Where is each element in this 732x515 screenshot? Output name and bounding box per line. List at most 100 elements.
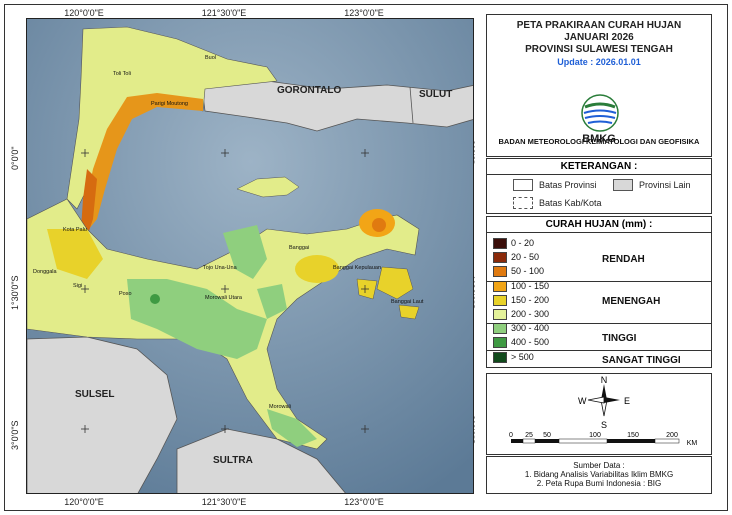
scale-tick-50: 50 (543, 432, 551, 439)
source-line-1: 1. Bidang Analisis Variabilitas Iklim BM… (524, 470, 674, 479)
bmkg-logo-icon (581, 94, 619, 132)
rain-swatch (493, 252, 507, 264)
morowali-utara-green (257, 284, 287, 319)
divider-3 (487, 350, 711, 351)
rain-range-label: 200 - 300 (511, 309, 550, 319)
source-panel: Sumber Data : 1. Bidang Analisis Variabi… (486, 456, 712, 494)
title-panel: PETA PRAKIRAAN CURAH HUJAN JANUARI 2026 … (486, 14, 712, 157)
coord-left-3: 3°0'0"S (10, 420, 20, 450)
rain-range-label: 300 - 400 (511, 323, 550, 334)
rainfall-map[interactable]: GORONTALO SULUT SULSEL SULTRA Buol Toli … (26, 18, 474, 494)
update-date: Update : 2026.01.01 (557, 57, 641, 67)
rain-swatch (493, 238, 507, 249)
label-buol: Buol (205, 55, 217, 61)
label-banggai-laut: Banggai Laut (391, 299, 424, 305)
rain-swatch (493, 280, 507, 292)
scale-tick-25: 25 (525, 432, 533, 439)
morowali-green (267, 409, 317, 447)
coord-top-2: 121°30'0"E (201, 8, 247, 18)
coord-top-3: 123°0'0"E (344, 8, 384, 18)
togean-islands (236, 176, 300, 198)
category-sangat-tinggi: SANGAT TINGGI (602, 355, 681, 366)
label-sigi: Sigi (73, 283, 83, 289)
scale-tick-0: 0 (509, 432, 513, 439)
compass-s: S (601, 420, 607, 430)
rain-swatch (493, 294, 507, 306)
rain-range-label: 0 - 20 (511, 238, 535, 248)
label-sultra: SULTRA (213, 455, 253, 466)
label-parigi: Parigi Moutong (151, 101, 188, 107)
label-tojo: Tojo Una-Una (203, 265, 237, 271)
rain-range-label: 100 - 150 (511, 280, 550, 291)
label-banggai: Banggai (289, 245, 310, 251)
scale-bar (511, 438, 680, 444)
curah-hujan-panel: CURAH HUJAN (mm) : 0 - 20 20 - 50 50 - 100… (486, 216, 712, 368)
coord-bottom-2: 121°30'0"E (201, 497, 247, 507)
gorontalo-region (201, 80, 473, 132)
rain-range-label: 150 - 200 (511, 294, 550, 305)
coord-left-2: 1°30'0"S (10, 275, 20, 310)
divider-2 (487, 323, 711, 324)
rain-range-label: > 500 (511, 351, 534, 362)
banggai-yellow (295, 255, 339, 283)
label-gorontalo: GORONTALO (277, 85, 342, 96)
label-palu: Kota Palu (63, 227, 87, 233)
sulsel-region (27, 336, 178, 493)
label-tolitoli: Toli Toli (113, 71, 131, 77)
provinsi-lain-swatch (613, 179, 633, 191)
rain-swatch (493, 337, 507, 349)
batas-kab-label: Batas Kab/Kota (539, 198, 602, 208)
tojo-green (223, 225, 267, 279)
category-menengah: MENENGAH (602, 296, 661, 307)
title-line-2: JANUARI 2026 (564, 32, 634, 43)
source-line-2: 2. Peta Rupa Bumi Indonesia : BIG (536, 479, 662, 488)
rain-range-label: 20 - 50 (511, 252, 540, 263)
rain-swatch (493, 266, 507, 278)
keterangan-panel: KETERANGAN : Batas Provinsi Provinsi Lai… (486, 158, 712, 214)
label-donggala: Donggala (33, 269, 57, 275)
coord-bottom-1: 120°0'0"E (64, 497, 104, 507)
coord-top-1: 120°0'0"E (64, 8, 104, 18)
rain-range-label: 400 - 500 (511, 337, 550, 348)
rain-swatch (493, 351, 507, 363)
batas-kab-swatch (513, 197, 533, 209)
batas-provinsi-label: Batas Provinsi (539, 180, 597, 190)
banggai-core (372, 218, 386, 232)
rain-swatch (493, 309, 507, 320)
label-sulsel: SULSEL (75, 389, 115, 400)
category-tinggi: TINGGI (602, 333, 637, 344)
banggai-island-1 (376, 266, 414, 300)
label-morowali-utara: Morowali Utara (205, 295, 242, 301)
donggala-yellow (47, 229, 103, 279)
label-poso: Poso (119, 291, 132, 297)
scale-tick-150: 150 (627, 432, 639, 439)
compass-panel: N S E W 0 25 50 100 150 200 KM (486, 373, 712, 455)
sulut-border (409, 86, 414, 124)
map-svg (27, 19, 473, 493)
batas-provinsi-swatch (513, 179, 533, 191)
compass-e: E (624, 396, 630, 406)
scale-tick-100: 100 (589, 432, 601, 439)
source-heading: Sumber Data : (573, 461, 625, 470)
poso-green (127, 279, 267, 359)
keterangan-header: KETERANGAN : (487, 159, 711, 175)
compass-scale-svg: N S E W 0 25 50 100 150 200 KM (509, 375, 698, 447)
map-frame (4, 4, 728, 511)
compass-n: N (601, 375, 608, 385)
provinsi-lain-label: Provinsi Lain (639, 180, 691, 190)
coord-bottom-3: 123°0'0"E (344, 497, 384, 507)
title-line-1: PETA PRAKIRAAN CURAH HUJAN (516, 20, 682, 31)
compass-rose-icon (587, 384, 620, 417)
scale-tick-200: 200 (666, 432, 678, 439)
dark-green-spot (150, 294, 160, 304)
label-banggai-kepulauan: Banggai Kepulauan (333, 265, 382, 271)
rain-swatch (493, 323, 507, 335)
scale-unit: KM (687, 440, 698, 447)
compass-w: W (578, 396, 587, 406)
bmkg-logo-text: BMKG (582, 133, 616, 145)
parigi-band (85, 93, 203, 229)
category-rendah: RENDAH (602, 254, 645, 265)
graticule (81, 149, 369, 433)
curah-hujan-header: CURAH HUJAN (mm) : (487, 217, 711, 233)
coord-left-1: 0°0'0" (10, 146, 20, 170)
